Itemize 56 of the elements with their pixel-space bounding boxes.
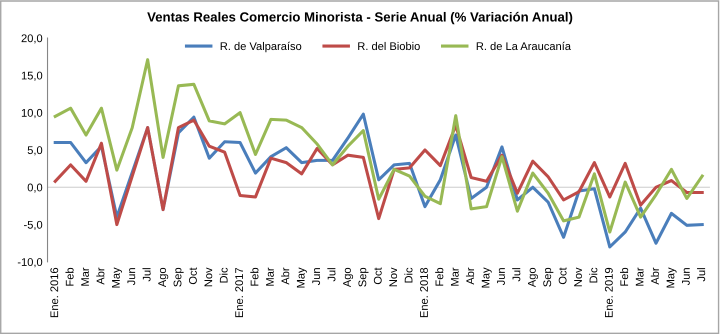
x-tick-label: May <box>666 267 677 288</box>
x-tick-label: Jul <box>327 268 336 282</box>
x-tick-label: Oct <box>558 267 567 284</box>
chart-title: Ventas Reales Comercio Minorista - Serie Anual (% Variación Anual) <box>147 12 572 24</box>
y-tick-label: 5,0 <box>28 146 42 156</box>
x-tick-label: Ene. 2016 <box>50 268 58 318</box>
x-tick-label: Abr <box>466 268 474 285</box>
x-tick-label: Dic <box>219 268 228 283</box>
x-tick-label: Sep <box>543 268 554 287</box>
x-tick-label: Oct <box>374 267 382 284</box>
legend-label: R. de La Araucanía <box>476 42 571 50</box>
legend-label: R. del Biobio <box>358 42 420 50</box>
x-tick-label: Nov <box>574 267 582 286</box>
x-tick-label: Sep <box>358 268 368 287</box>
y-tick-label: 0,0 <box>28 184 42 193</box>
x-tick-label: Mar <box>636 268 644 286</box>
x-tick-label: Mar <box>450 268 459 286</box>
x-tick-label: Ene. 2018 <box>420 268 428 318</box>
x-tick-label: Sep <box>174 268 184 287</box>
y-tick-label: -5,0 <box>24 220 42 230</box>
x-tick-label: Abr <box>650 268 659 285</box>
x-tick-label: Jun <box>682 268 690 286</box>
x-tick-label: Feb <box>65 268 74 286</box>
x-tick-label: May <box>482 267 492 288</box>
y-tick-label: 10,0 <box>22 108 42 118</box>
y-tick-label: 15,0 <box>22 72 42 81</box>
legend-label: R. de Valparaíso <box>220 42 302 52</box>
x-tick-label: Oct <box>188 267 197 284</box>
y-tick-label: -10,0 <box>18 258 42 268</box>
x-tick-label: Feb <box>250 268 258 286</box>
x-tick-label: Jun <box>312 268 320 286</box>
x-tick-label: Dic <box>404 268 413 283</box>
line-series <box>54 118 704 226</box>
line-series <box>54 58 704 234</box>
x-tick-label: May <box>112 267 122 288</box>
x-tick-label: Jul <box>697 268 706 282</box>
x-tick-label: Mar <box>266 268 274 286</box>
x-tick-label: Ago <box>158 268 168 288</box>
x-tick-label: Abr <box>281 268 290 285</box>
x-tick-label: Nov <box>204 267 212 286</box>
x-tick-label: Feb <box>435 268 444 286</box>
x-tick-label: Ago <box>343 268 354 288</box>
x-tick-label: Nov <box>389 267 398 286</box>
x-tick-label: Ene. 2019 <box>604 268 613 318</box>
x-tick-label: Dic <box>589 268 598 283</box>
x-tick-label: May <box>296 267 307 288</box>
x-tick-label: Ago <box>528 268 538 288</box>
x-tick-label: Feb <box>620 268 628 286</box>
y-tick-label: 20,0 <box>22 34 42 44</box>
x-tick-label: Jun <box>127 268 136 286</box>
x-tick-label: Ene. 2017 <box>235 268 244 318</box>
x-tick-label: Abr <box>96 268 104 285</box>
x-tick-label: Jul <box>142 268 151 282</box>
x-tick-label: Mar <box>81 268 90 286</box>
x-tick-label: Jun <box>497 268 505 286</box>
x-tick-label: Jul <box>512 268 520 282</box>
